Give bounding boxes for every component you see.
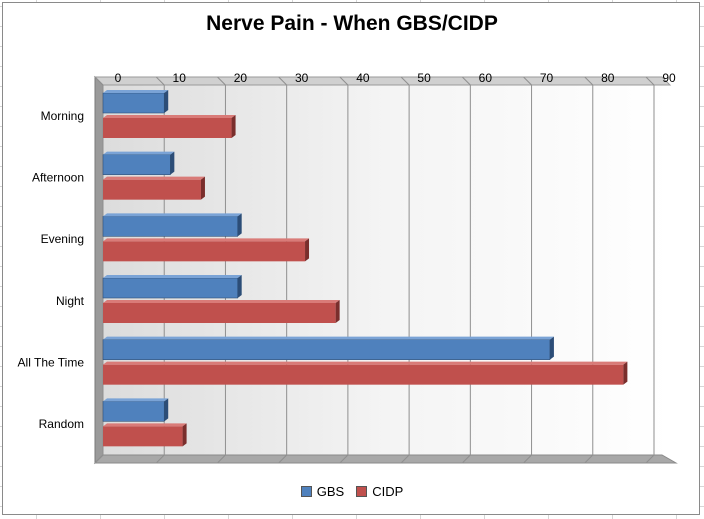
bar-end (170, 151, 175, 175)
bar-front (103, 179, 201, 200)
legend: GBS CIDP (0, 484, 704, 499)
x-tick-label: 10 (173, 71, 187, 85)
category-label: Evening (41, 232, 84, 246)
side-wall (94, 75, 104, 465)
bar-top (103, 90, 169, 93)
floor-gridline (155, 454, 165, 464)
bar-end (164, 90, 169, 113)
bar-end (237, 213, 242, 237)
bar-front (103, 364, 624, 385)
x-tick-label: 90 (662, 71, 676, 85)
floor-gridline (400, 454, 410, 464)
bar-end (182, 423, 187, 447)
bar (103, 238, 310, 262)
bar (102, 213, 242, 237)
bar (102, 275, 242, 299)
bar-top (103, 300, 340, 303)
floor-gridline (278, 454, 288, 464)
bar-top (103, 176, 205, 180)
bar (103, 423, 187, 447)
top-gridline (217, 76, 226, 86)
x-tick-label: 80 (601, 71, 615, 85)
top-gridline (155, 76, 165, 86)
bar-top (103, 151, 175, 155)
bar-top (103, 361, 628, 365)
top-gridline (461, 76, 471, 86)
bar-end (164, 398, 169, 422)
bar-front (102, 339, 551, 360)
x-tick-label: 40 (356, 71, 370, 85)
bar-front (103, 118, 232, 138)
floor-gridline (523, 454, 532, 464)
legend-label-cidp: CIDP (372, 484, 404, 499)
bar-top (103, 213, 242, 217)
category-label: Morning (41, 109, 84, 123)
bar-front (102, 92, 165, 114)
bar (102, 336, 554, 360)
bar-end (335, 300, 340, 323)
floor-gridline (584, 454, 594, 464)
bar-top (103, 336, 554, 340)
legend-item-cidp: CIDP (356, 484, 403, 499)
top-gridline (645, 76, 655, 86)
legend-swatch-gbs (300, 486, 312, 497)
bar (103, 115, 236, 138)
bar-top (103, 238, 310, 242)
top-gridline (278, 76, 288, 86)
bar-top (103, 115, 236, 118)
top-gridline (400, 76, 410, 86)
bar-end (549, 336, 554, 360)
bar-top (103, 398, 169, 402)
category-label: Night (56, 294, 85, 308)
floor-gridline (461, 454, 471, 464)
bar (102, 398, 169, 422)
category-label: All The Time (18, 356, 85, 370)
bar (103, 176, 205, 200)
bar-front (102, 401, 165, 422)
bar (102, 151, 175, 175)
back-wall (103, 85, 670, 455)
floor-gridline (94, 454, 104, 464)
bar-front (103, 426, 183, 447)
floor-gridline (339, 454, 349, 464)
x-tick-label: 50 (417, 71, 431, 85)
top-gridline (339, 76, 349, 86)
bar-end (200, 176, 205, 200)
bar-top (103, 423, 187, 427)
x-tick-label: 20 (234, 71, 248, 85)
top-gridline (94, 76, 104, 86)
category-label: Afternoon (32, 171, 84, 185)
x-tick-label: 0 (115, 71, 122, 85)
bar-end (237, 275, 242, 298)
bar-front (103, 241, 306, 262)
bar (103, 300, 340, 323)
bar (102, 90, 169, 114)
floor-gridline (645, 454, 655, 464)
x-tick-label: 30 (295, 71, 309, 85)
bar-end (231, 115, 236, 138)
bar-front (103, 303, 336, 323)
bar-front (102, 154, 171, 175)
legend-swatch-cidp (356, 486, 368, 497)
x-tick-label: 60 (479, 71, 493, 85)
legend-label-gbs: GBS (316, 484, 345, 499)
bar (103, 361, 628, 385)
legend-item-gbs: GBS (300, 484, 345, 499)
top-gridline (523, 76, 532, 86)
bar-front (102, 216, 238, 237)
bar-top (103, 275, 242, 278)
top-gridline (584, 76, 594, 86)
x-tick-label: 70 (540, 71, 554, 85)
bar-end (305, 238, 310, 262)
category-label: Random (39, 417, 84, 431)
bar-front (102, 277, 238, 299)
chart-title: Nerve Pain - When GBS/CIDP (206, 12, 498, 35)
bar-end (623, 361, 628, 385)
floor-gridline (217, 454, 226, 464)
